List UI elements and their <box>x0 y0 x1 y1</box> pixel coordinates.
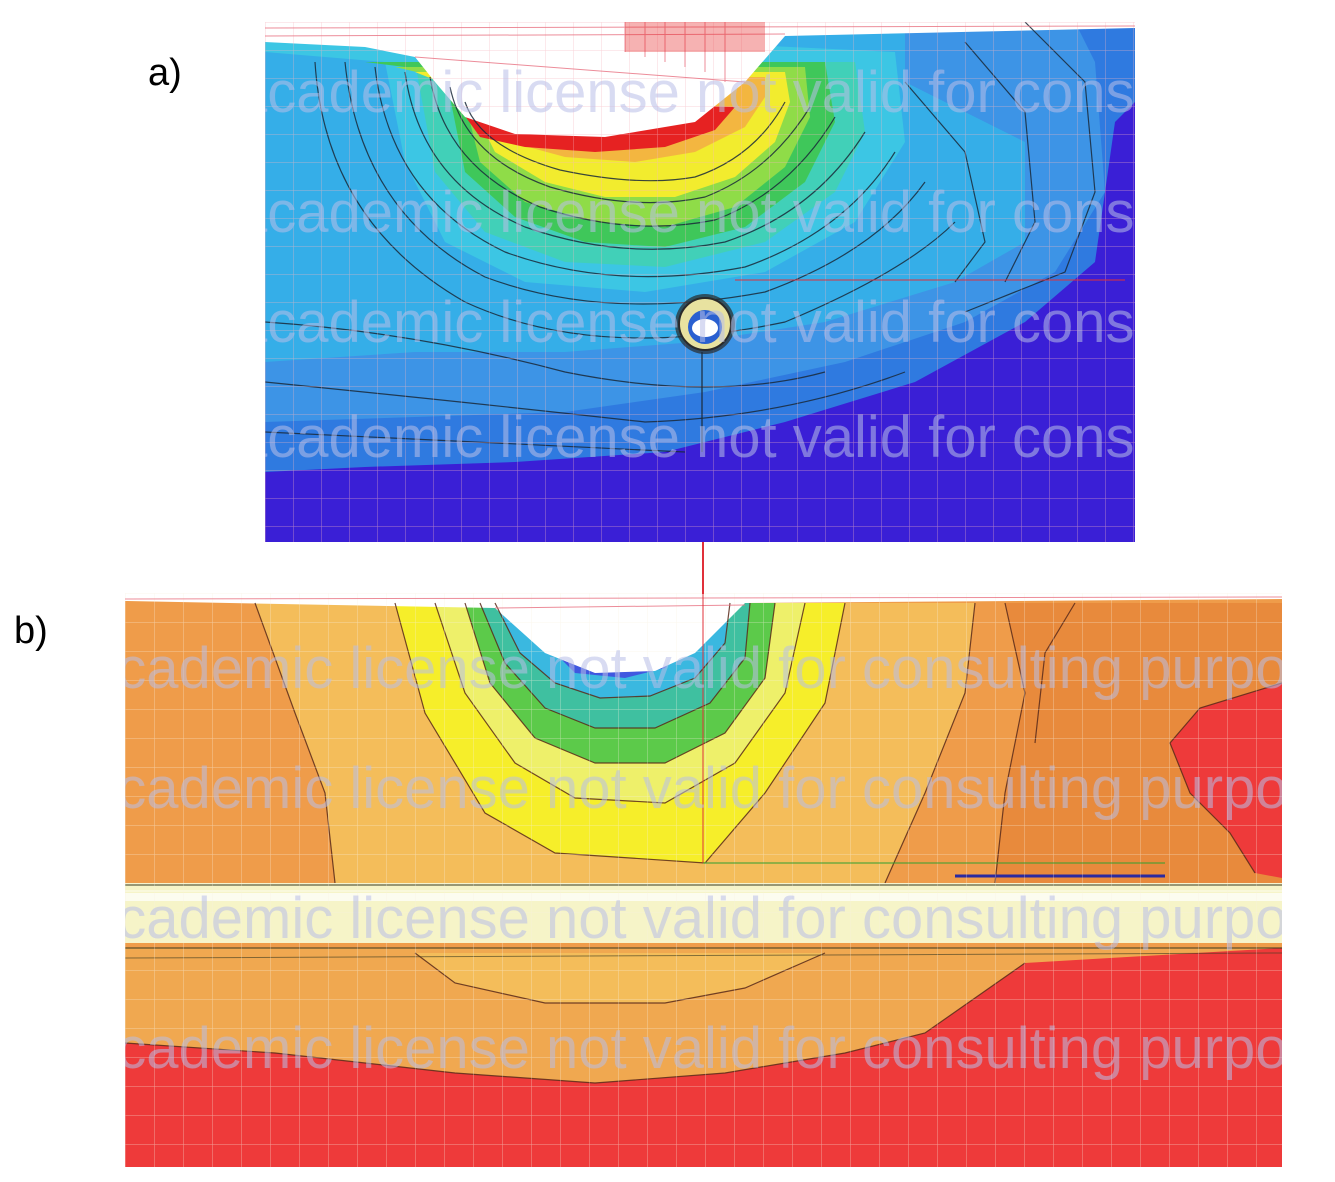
surface-mesh-a <box>265 22 1135 83</box>
mesh-grid-a <box>265 22 1135 542</box>
panel-a-label: a) <box>148 52 182 94</box>
panel-b-svg <box>125 593 1282 1167</box>
surface-mesh-dense <box>625 22 765 52</box>
panel-a-svg <box>265 22 1135 542</box>
panel-b-contour-plot: academic license not valid for consultin… <box>125 593 1282 1167</box>
tunnel-ring-icon <box>675 294 735 354</box>
panel-a-contour-plot: academic license not valid for consultin… <box>265 22 1135 542</box>
panel-b-label: b) <box>14 610 48 652</box>
connector-line <box>702 542 704 594</box>
